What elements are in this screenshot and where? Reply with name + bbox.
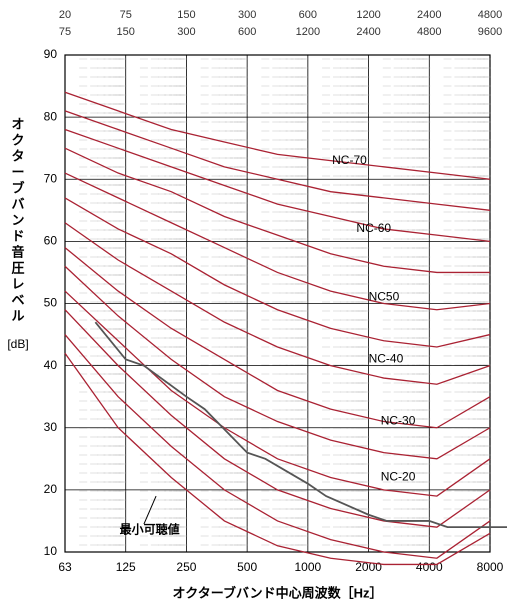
nc-chart: 20 75 75 150 150 300 300 600 600 1200 1200 2400 2400… xyxy=(0,0,507,602)
svg-text:NC-20: NC-20 xyxy=(381,470,416,484)
svg-text:150: 150 xyxy=(177,9,195,21)
svg-text:125: 125 xyxy=(116,560,136,574)
svg-text:150: 150 xyxy=(117,26,135,38)
chart-svg: 20 75 75 150 150 300 300 600 600 1200 1200 2400 2400… xyxy=(0,0,507,602)
svg-text:4800: 4800 xyxy=(478,9,502,21)
svg-text:ル: ル xyxy=(11,308,24,323)
svg-text:1200: 1200 xyxy=(356,9,380,21)
svg-text:4800: 4800 xyxy=(417,26,441,38)
svg-text:8000: 8000 xyxy=(477,560,504,574)
svg-text:NC-40: NC-40 xyxy=(369,352,404,366)
svg-text:90: 90 xyxy=(44,47,58,61)
svg-text:ド: ド xyxy=(11,228,24,243)
svg-text:ン: ン xyxy=(11,212,24,227)
svg-text:500: 500 xyxy=(237,560,257,574)
svg-text:20: 20 xyxy=(59,9,71,21)
svg-text:75: 75 xyxy=(120,9,132,21)
svg-text:1000: 1000 xyxy=(295,560,322,574)
svg-text:40: 40 xyxy=(44,358,58,372)
svg-text:600: 600 xyxy=(238,26,256,38)
svg-text:ー: ー xyxy=(11,164,24,179)
svg-text:80: 80 xyxy=(44,109,58,123)
svg-text:300: 300 xyxy=(177,26,195,38)
svg-text:圧: 圧 xyxy=(11,260,24,275)
svg-text:ブ: ブ xyxy=(11,180,24,195)
svg-text:ク: ク xyxy=(11,132,24,147)
svg-text:NC-70: NC-70 xyxy=(332,153,367,167)
svg-text:63: 63 xyxy=(58,560,72,574)
svg-text:30: 30 xyxy=(44,420,58,434)
svg-text:9600: 9600 xyxy=(478,26,502,38)
svg-text:250: 250 xyxy=(176,560,196,574)
svg-text:70: 70 xyxy=(44,171,58,185)
svg-text:NC-60: NC-60 xyxy=(356,221,391,235)
svg-text:音: 音 xyxy=(11,244,24,259)
svg-text:タ: タ xyxy=(11,148,24,163)
svg-text:300: 300 xyxy=(238,9,256,21)
svg-text:1200: 1200 xyxy=(296,26,320,38)
svg-text:4000: 4000 xyxy=(416,560,443,574)
svg-text:NC-30: NC-30 xyxy=(381,414,416,428)
svg-text:2400: 2400 xyxy=(356,26,380,38)
svg-text:60: 60 xyxy=(44,234,58,248)
svg-text:600: 600 xyxy=(299,9,317,21)
svg-text:10: 10 xyxy=(44,544,58,558)
svg-text:[dB]: [dB] xyxy=(7,337,28,351)
svg-text:2400: 2400 xyxy=(417,9,441,21)
svg-text:最小可聴値: 最小可聴値 xyxy=(120,521,180,536)
svg-text:NC50: NC50 xyxy=(369,289,400,303)
svg-text:バ: バ xyxy=(11,196,24,211)
svg-text:50: 50 xyxy=(44,296,58,310)
svg-text:20: 20 xyxy=(44,482,58,496)
svg-text:ベ: ベ xyxy=(11,292,24,307)
svg-text:オクターブバンド中心周波数［Hz］: オクターブバンド中心周波数［Hz］ xyxy=(173,585,383,600)
svg-text:レ: レ xyxy=(11,276,24,291)
svg-text:オ: オ xyxy=(11,116,24,131)
svg-text:75: 75 xyxy=(59,26,71,38)
